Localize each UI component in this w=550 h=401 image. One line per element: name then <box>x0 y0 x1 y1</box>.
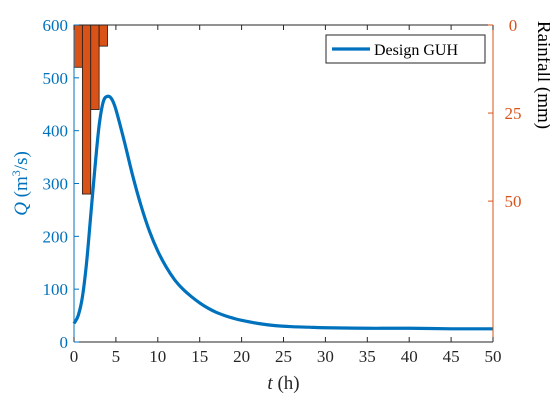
y2-axis-ticks: 0 25 50 <box>488 16 522 211</box>
y-axis-label-var: Q <box>11 202 32 216</box>
x-tick-label: 40 <box>401 347 418 366</box>
x-tick-label: 15 <box>191 347 208 366</box>
x-tick-label: 0 <box>70 347 79 366</box>
x-tick-label: 30 <box>317 347 334 366</box>
legend: Design GUH <box>325 34 486 64</box>
x-tick-label: 25 <box>275 347 292 366</box>
x-tick-label: 45 <box>443 347 460 366</box>
x-axis-label-unit: (h) <box>273 373 300 394</box>
y-tick-label: 600 <box>43 16 69 35</box>
rainfall-bar <box>73 24 83 68</box>
y-tick-label: 500 <box>43 69 69 88</box>
x-tick-label: 5 <box>112 347 121 366</box>
y-axis-label-unit-suffix: /s) <box>11 151 32 170</box>
y-axis-ticks: 0 100 200 300 400 500 600 <box>43 16 79 352</box>
rainfall-bar <box>90 24 100 110</box>
x-axis-label-var: t <box>267 373 273 394</box>
y2-tick-label: 0 <box>509 16 518 35</box>
design-guh-line <box>72 94 494 331</box>
y2-tick-label: 25 <box>505 104 522 123</box>
y-tick-label: 200 <box>43 227 69 246</box>
y2-tick-label: 50 <box>505 192 522 211</box>
y-axis-label: Q (m3/s) <box>9 151 32 216</box>
x-axis-ticks: 0 5 10 15 20 25 30 35 40 45 50 <box>70 25 502 366</box>
y-tick-label: 300 <box>43 175 69 194</box>
y-axis-label-unit-prefix: (m <box>11 176 32 202</box>
legend-label-design-guh: Design GUH <box>374 42 458 59</box>
rainfall-bar <box>98 24 108 47</box>
y-tick-label: 0 <box>60 333 69 352</box>
x-tick-label: 20 <box>233 347 250 366</box>
y-tick-label: 400 <box>43 122 69 141</box>
x-tick-label: 50 <box>485 347 502 366</box>
x-tick-label: 35 <box>359 347 376 366</box>
rainfall-bar <box>81 24 92 195</box>
y-tick-label: 100 <box>43 280 69 299</box>
x-axis-label: t (h) <box>267 373 299 394</box>
x-tick-label: 10 <box>149 347 166 366</box>
y2-axis-label: Rainfall (mm) <box>533 21 550 129</box>
plot-background <box>74 25 493 342</box>
y-axis-label-unit-sup: 3 <box>9 170 23 176</box>
